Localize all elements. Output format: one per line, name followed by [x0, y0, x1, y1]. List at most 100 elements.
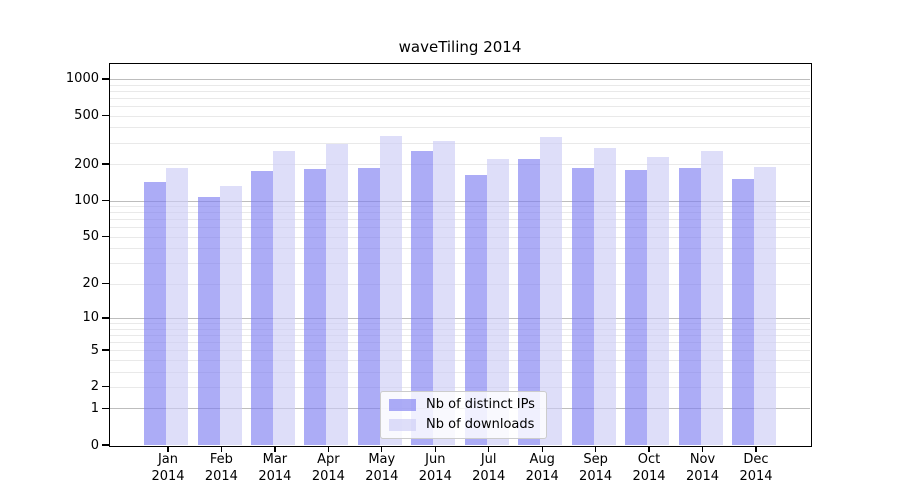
x-tick-mark: [381, 446, 383, 452]
bar-ips-jun: [411, 151, 434, 445]
gridline-minor: [110, 90, 810, 92]
bar-downloads-sep: [593, 148, 616, 445]
gridline-minor: [110, 371, 810, 373]
x-tick-label: Apr 2014: [311, 452, 345, 484]
gridline-minor: [110, 334, 810, 336]
bar-ips-sep: [571, 168, 594, 445]
bar-downloads-oct: [647, 156, 669, 445]
gridline-minor: [110, 386, 810, 388]
bar-downloads-dec: [754, 167, 776, 445]
legend-swatch-downloads: [389, 418, 416, 431]
bar-ips-dec: [732, 178, 754, 445]
gridline-minor: [110, 212, 810, 214]
y-tick-mark: [102, 317, 109, 319]
bar-downloads-jul: [486, 159, 509, 445]
gridline-minor: [110, 236, 810, 238]
x-tick-mark: [327, 446, 330, 452]
y-tick-mark: [102, 444, 109, 446]
gridline-minor: [110, 84, 810, 86]
y-tick-label: 1: [90, 400, 99, 416]
gridline-minor: [110, 142, 810, 144]
x-tick-mark: [594, 446, 597, 452]
legend-item: Nb of downloads: [389, 417, 535, 432]
legend-swatch-ips: [389, 398, 416, 411]
legend-item: Nb of distinct IPs: [389, 397, 535, 412]
x-tick-mark: [701, 446, 704, 452]
gridline-minor: [110, 106, 810, 107]
bar-ips-jul: [464, 174, 487, 445]
gridline-minor: [110, 115, 810, 117]
legend-item-label: Nb of distinct IPs: [426, 397, 535, 412]
bar-downloads-jun: [433, 140, 456, 445]
bar-downloads-mar: [272, 151, 295, 445]
gridline-minor: [110, 227, 810, 229]
gridline-minor: [110, 350, 810, 352]
x-tick-mark: [541, 446, 543, 452]
bar-ips-jan: [144, 182, 166, 445]
x-tick-mark: [755, 446, 757, 452]
bar-ips-nov: [678, 167, 701, 445]
y-tick-label: 0: [90, 437, 99, 453]
bar-ips-feb: [197, 197, 220, 445]
bar-downloads-feb: [219, 186, 242, 445]
legend: Nb of distinct IPs Nb of downloads: [380, 391, 547, 439]
gridline-minor: [110, 283, 810, 285]
x-tick-mark: [488, 446, 490, 452]
bar-ips-mar: [250, 171, 273, 445]
x-tick-label: Mar 2014: [258, 452, 292, 484]
x-tick-label: Nov 2014: [685, 452, 720, 484]
gridline-major: [110, 317, 810, 319]
gridline-minor: [110, 323, 810, 324]
bar-downloads-may: [379, 136, 402, 445]
x-tick-label: Jul 2014: [472, 452, 506, 484]
y-tick-mark: [102, 78, 109, 80]
gridline-minor: [110, 248, 810, 250]
gridline-minor: [110, 359, 810, 361]
gridline-major: [110, 78, 810, 80]
bar-downloads-aug: [540, 136, 563, 445]
x-tick-label: Jun 2014: [418, 452, 452, 484]
bar-ips-apr: [304, 169, 327, 445]
x-tick-label: Jan 2014: [151, 452, 185, 484]
y-tick-label: 10: [82, 310, 99, 326]
gridline-major: [110, 200, 810, 202]
bar-ips-may: [357, 167, 380, 445]
gridline-minor: [110, 328, 810, 330]
gridline-minor: [110, 127, 810, 129]
x-tick-label: Sep 2014: [579, 452, 613, 484]
y-tick-mark: [102, 114, 109, 117]
bar-downloads-apr: [326, 144, 349, 445]
x-tick-mark: [434, 446, 436, 452]
bar-ips-aug: [518, 159, 541, 445]
x-tick-label: Feb 2014: [204, 452, 238, 484]
y-tick-label: 50: [82, 229, 99, 245]
y-tick-mark: [102, 407, 109, 409]
x-tick-mark: [648, 446, 650, 452]
y-tick-mark: [102, 199, 109, 202]
y-tick-label: 200: [74, 156, 99, 172]
chart-title: waveTiling 2014: [398, 38, 522, 56]
gridline-minor: [110, 97, 810, 99]
y-tick-mark: [102, 163, 109, 165]
y-tick-mark: [102, 236, 109, 238]
bar-downloads-jan: [166, 168, 188, 445]
x-tick-label: Aug 2014: [525, 452, 559, 484]
bar-downloads-nov: [700, 150, 723, 445]
y-tick-mark: [102, 349, 109, 351]
bar-ips-oct: [625, 170, 647, 445]
gridline-minor: [110, 164, 810, 165]
y-tick-label: 100: [74, 193, 99, 208]
y-tick-label: 2: [90, 379, 99, 395]
x-tick-label: Oct 2014: [632, 452, 666, 484]
gridline-minor: [110, 263, 810, 264]
x-tick-mark: [274, 446, 276, 452]
y-tick-label: 5: [90, 342, 99, 358]
x-tick-mark: [167, 446, 169, 452]
legend-item-label: Nb of downloads: [426, 417, 535, 432]
y-tick-mark: [102, 283, 109, 285]
x-tick-mark: [220, 446, 223, 452]
gridline-minor: [110, 206, 810, 207]
y-tick-label: 500: [74, 108, 99, 124]
y-tick-label: 20: [82, 276, 99, 292]
